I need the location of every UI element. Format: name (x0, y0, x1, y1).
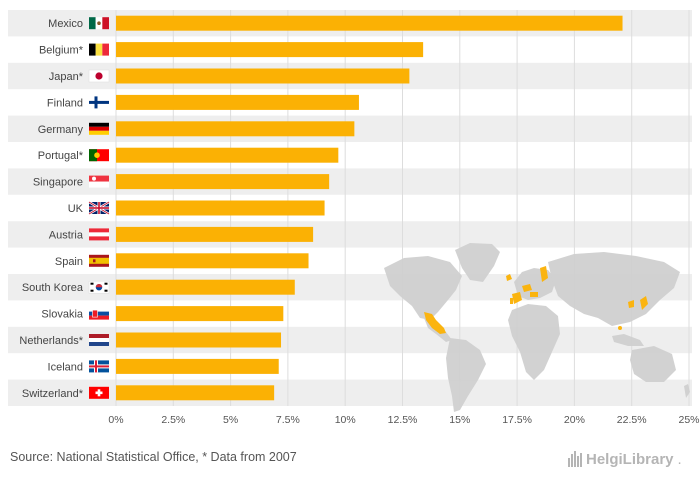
bar (116, 226, 314, 242)
flag-icons (88, 17, 110, 399)
bar (116, 15, 623, 31)
x-tick-label: 25% (678, 414, 699, 426)
library-icon (568, 451, 582, 467)
x-tick-label: 12.5% (388, 414, 418, 426)
category-labels: Mexico Belgium* Japan* Finland Germany Portug… (19, 18, 83, 400)
x-tick-label: 22.5% (617, 414, 647, 426)
bar (116, 332, 282, 348)
bar (116, 200, 325, 216)
world-map-icon (384, 243, 690, 412)
helgilibrary-logo: HelgiLibrary. (568, 447, 682, 471)
portugal-flag (89, 149, 109, 162)
x-axis-ticks: 0% 2.5% 5% 7.5% 10% 12.5% 15% 17.5% 20% 22.5% 25% (108, 414, 699, 426)
bars (116, 15, 623, 401)
row-stripe (8, 379, 692, 406)
bar (116, 94, 359, 110)
japan-flag (88, 69, 110, 83)
iceland-flag (89, 360, 109, 373)
x-tick-label: 17.5% (502, 414, 532, 426)
category-label: Iceland (48, 361, 83, 373)
uk-flag (88, 200, 110, 216)
category-label: Finland (47, 97, 83, 109)
bar (116, 42, 424, 58)
finland-flag (89, 96, 109, 109)
brand-name: HelgiLibrary (586, 450, 674, 468)
category-label: Mexico (48, 18, 83, 30)
row-stripe (8, 326, 692, 354)
source-note: Source: National Statistical Office, * D… (10, 450, 297, 464)
category-label: South Korea (22, 282, 84, 294)
belgium-flag (89, 43, 109, 56)
category-label: Singapore (33, 177, 83, 189)
category-label: Germany (38, 124, 84, 136)
mexico-flag (89, 17, 109, 30)
category-label: Portugal* (38, 150, 84, 162)
germany-flag (89, 122, 109, 135)
row-stripe (8, 221, 692, 248)
singapore-flag (89, 175, 109, 188)
slovakia-flag (89, 307, 109, 320)
spain-flag (89, 254, 109, 267)
x-tick-label: 10% (335, 414, 356, 426)
category-label: Switzerland* (22, 388, 84, 400)
x-tick-label: 5% (223, 414, 238, 426)
bar (116, 306, 284, 322)
x-tick-label: 15% (449, 414, 470, 426)
austria-flag (89, 228, 109, 241)
bar (116, 385, 275, 401)
bar (116, 253, 309, 269)
netherlands-flag (89, 334, 109, 346)
x-tick-label: 2.5% (161, 414, 185, 426)
category-label: Spain (55, 256, 83, 268)
south-korea-flag (88, 280, 110, 294)
category-label: Austria (49, 229, 84, 241)
x-tick-label: 0% (108, 414, 123, 426)
x-tick-label: 20% (564, 414, 585, 426)
switzerland-flag (89, 386, 109, 399)
category-label: Belgium* (39, 45, 84, 57)
brand-suffix: . (677, 450, 682, 468)
bar (116, 68, 410, 84)
bar (116, 121, 355, 137)
category-label: Slovakia (41, 309, 83, 321)
category-label: Netherlands* (19, 335, 83, 347)
bar (116, 279, 295, 295)
x-tick-label: 7.5% (276, 414, 300, 426)
bar (116, 174, 330, 190)
bar (116, 358, 279, 374)
row-stripe (8, 168, 692, 195)
category-label: UK (68, 203, 84, 215)
category-label: Japan* (49, 71, 84, 83)
bar (116, 147, 339, 163)
